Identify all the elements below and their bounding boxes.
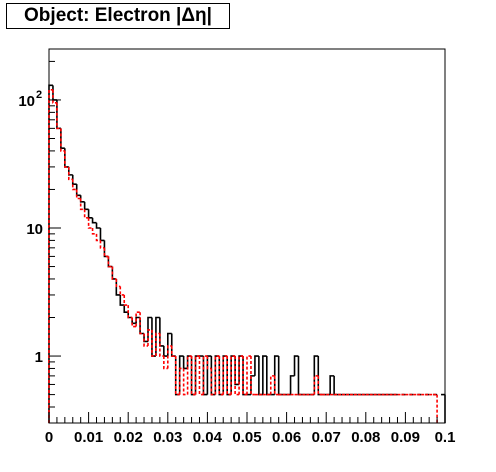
y-tick-label: 1 bbox=[35, 349, 43, 366]
series-1-bin bbox=[206, 356, 212, 370]
series-1-bin bbox=[79, 198, 85, 211]
series-0-bin bbox=[254, 355, 259, 376]
series-1-bin bbox=[111, 266, 117, 280]
series-1-bin bbox=[273, 375, 279, 396]
series-1-bin bbox=[127, 305, 133, 319]
series-1-bin bbox=[194, 355, 200, 395]
series-1-bin bbox=[218, 356, 224, 396]
x-tick-label: 0.07 bbox=[312, 429, 341, 446]
plot-frame bbox=[48, 48, 446, 424]
series-1-bin bbox=[313, 375, 319, 395]
series-1-bin bbox=[174, 356, 180, 396]
series-1-bin bbox=[131, 317, 137, 328]
series-1-bin bbox=[226, 356, 232, 396]
series-0-bin bbox=[71, 174, 77, 185]
series-1-bin bbox=[147, 329, 152, 346]
y-tick-label: 10 bbox=[26, 221, 43, 238]
series-1-bin bbox=[170, 345, 176, 357]
x-tick-label: 0.01 bbox=[74, 429, 103, 446]
series-1-bin bbox=[186, 355, 192, 395]
series-0-bin bbox=[293, 355, 299, 376]
series-1-bin bbox=[60, 128, 65, 152]
series-1-bin bbox=[91, 228, 97, 235]
series-1-bin bbox=[75, 189, 81, 200]
series-1-bin bbox=[119, 286, 125, 296]
series-1-bin bbox=[178, 367, 184, 395]
series-1-bin bbox=[198, 356, 204, 396]
series-1-bin bbox=[155, 332, 160, 357]
axis-layer: 0 0.01 0.02 0.03 0.04 0.05 0.06 0.07 0.08 0.09 0.1… bbox=[18, 60, 456, 446]
x-tick-label: 0.08 bbox=[351, 429, 380, 446]
series-1-bin bbox=[56, 102, 61, 130]
series-0-bin bbox=[329, 375, 335, 395]
series-1-bin bbox=[83, 209, 89, 219]
x-tick-label: 0.05 bbox=[232, 429, 261, 446]
series-1-bin bbox=[234, 356, 240, 396]
x-tick-label: 0.09 bbox=[391, 429, 420, 446]
series-1-bin bbox=[242, 356, 247, 396]
series-1-bin bbox=[210, 368, 216, 396]
series-1-bin bbox=[103, 247, 109, 258]
series-1-bin bbox=[64, 150, 69, 168]
series-1-bin bbox=[159, 333, 164, 357]
series-0-bin bbox=[91, 217, 97, 224]
series-1-bin bbox=[135, 311, 141, 327]
x-tick-label: 0.02 bbox=[114, 429, 143, 446]
series-1-bin bbox=[202, 355, 208, 395]
series-1-bin bbox=[95, 233, 101, 242]
series-0-bin bbox=[119, 294, 125, 306]
y-tick-exponent: 2 bbox=[36, 89, 42, 101]
series-1 bbox=[48, 89, 438, 423]
x-tick-label: 0.06 bbox=[272, 429, 301, 446]
series-0-bin bbox=[167, 332, 172, 357]
series-1-bin bbox=[71, 179, 77, 191]
series-1-bin bbox=[123, 294, 129, 306]
series-1-bin bbox=[167, 345, 172, 369]
series-1-bin bbox=[48, 89, 53, 423]
series-1-bin bbox=[222, 355, 228, 395]
series-1-bin bbox=[214, 355, 220, 395]
x-tick-label: 0.1 bbox=[435, 429, 456, 446]
x-tick-label: 0 bbox=[45, 429, 53, 446]
series-1-bin bbox=[246, 355, 251, 395]
series-0-bin bbox=[289, 375, 295, 395]
x-tick-label: 0.03 bbox=[153, 429, 182, 446]
series-1-bin bbox=[99, 240, 105, 249]
series-1-bin bbox=[238, 355, 244, 395]
series-0-bin bbox=[262, 355, 267, 395]
series-1-bin bbox=[151, 329, 156, 357]
series-1-bin bbox=[190, 356, 196, 396]
series-1-bin bbox=[163, 356, 168, 370]
series-1-bin bbox=[317, 375, 323, 396]
series-1-bin bbox=[143, 333, 148, 347]
series-1-bin bbox=[52, 89, 57, 104]
series-0-bin bbox=[123, 305, 129, 313]
series-1-bin bbox=[87, 217, 93, 229]
series-1-bin bbox=[182, 368, 188, 396]
chart-title: Object: Electron |Δη| bbox=[6, 3, 230, 29]
y-tick-label: 10 bbox=[18, 93, 35, 110]
series-0-bin bbox=[234, 356, 240, 386]
x-tick-label: 0.04 bbox=[193, 429, 223, 446]
series-0-bin bbox=[95, 222, 101, 229]
series-1-bin bbox=[115, 278, 121, 288]
series-1-bin bbox=[139, 312, 145, 335]
series-1-bin bbox=[250, 356, 255, 396]
series-1-bin bbox=[107, 256, 113, 268]
series-1-bin bbox=[68, 166, 73, 181]
series-0-bin bbox=[79, 195, 85, 203]
series-layer bbox=[48, 84, 446, 423]
series-1-bin bbox=[269, 375, 275, 395]
series-1-bin bbox=[230, 355, 236, 395]
